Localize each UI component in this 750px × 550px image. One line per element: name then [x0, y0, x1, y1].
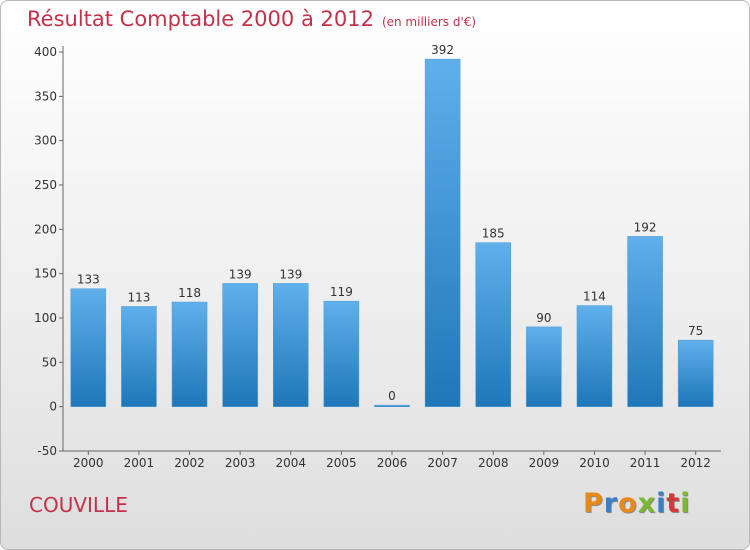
x-tick-label: 2010 [579, 456, 610, 470]
x-tick-label: 2008 [478, 456, 509, 470]
bar [576, 305, 613, 407]
bar-value-label: 192 [634, 220, 657, 234]
bar-value-label: 133 [77, 273, 100, 287]
x-tick-label: 2011 [630, 456, 661, 470]
bar-value-label: 75 [688, 324, 703, 338]
y-tick-label: 300 [34, 134, 57, 148]
x-tick-label: 2000 [73, 456, 104, 470]
y-tick-label: -50 [37, 444, 57, 458]
chart-title: Résultat Comptable 2000 à 2012 (en millie… [27, 7, 476, 31]
x-tick-label: 2003 [225, 456, 256, 470]
commune-name: COUVILLE [29, 493, 128, 517]
x-tick-label: 2004 [275, 456, 306, 470]
bar-value-label: 113 [127, 290, 150, 304]
bar-value-label: 114 [583, 290, 606, 304]
bar [526, 326, 562, 407]
bar [222, 283, 258, 407]
chart-title-main: Résultat Comptable 2000 à 2012 [27, 7, 374, 31]
bar [171, 301, 208, 407]
logo-letter: o [618, 488, 638, 519]
bar [323, 300, 360, 407]
x-tick-label: 2001 [124, 456, 155, 470]
bar [273, 283, 309, 407]
bar-value-label: 185 [482, 227, 505, 241]
logo-letter: i [680, 488, 691, 519]
bar [374, 404, 410, 407]
y-tick-label: 350 [34, 89, 57, 103]
x-tick-label: 2002 [174, 456, 205, 470]
bar [121, 306, 157, 407]
logo-letter: i [656, 488, 667, 519]
y-tick-label: 100 [34, 311, 57, 325]
bar [627, 236, 663, 407]
y-tick-label: 0 [49, 400, 57, 414]
x-tick-label: 2009 [529, 456, 560, 470]
bar-value-label: 0 [388, 389, 396, 403]
x-tick-label: 2007 [427, 456, 458, 470]
bar-value-label: 139 [279, 267, 302, 281]
x-tick-label: 2012 [680, 456, 711, 470]
bar-value-label: 118 [178, 286, 201, 300]
proxiti-logo: Proxiti [583, 488, 691, 519]
bar-value-label: 139 [229, 267, 252, 281]
bar-value-label: 119 [330, 285, 353, 299]
bar-value-label: 90 [536, 311, 551, 325]
bar [475, 242, 511, 407]
y-tick-label: 50 [42, 355, 57, 369]
logo-letter: r [603, 488, 619, 519]
bar [424, 58, 461, 407]
x-tick-label: 2006 [377, 456, 408, 470]
x-tick-label: 2005 [326, 456, 357, 470]
bar [677, 339, 714, 407]
bar-value-label: 392 [431, 43, 454, 57]
logo-letter: x [637, 488, 657, 519]
y-tick-label: 150 [34, 267, 57, 281]
y-tick-label: 200 [34, 222, 57, 236]
y-tick-label: 250 [34, 178, 57, 192]
logo-letter: P [583, 488, 604, 519]
logo-letter: t [666, 488, 681, 519]
bar [70, 288, 107, 407]
y-tick-label: 400 [34, 45, 57, 59]
chart-title-unit: (en milliers d'€) [381, 15, 477, 29]
